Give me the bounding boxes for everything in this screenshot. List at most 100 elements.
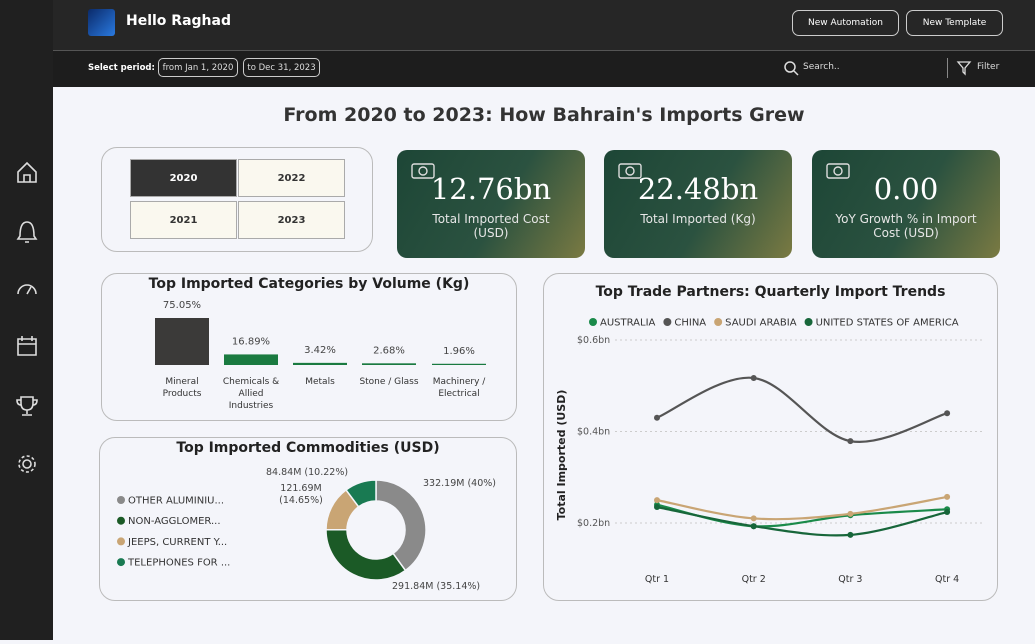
divider — [947, 58, 948, 78]
line-point — [750, 523, 757, 530]
year-button[interactable]: 2021 — [130, 201, 237, 239]
legend-marker — [663, 318, 672, 326]
button-label: New Automation — [808, 18, 883, 28]
legend-marker — [714, 318, 723, 326]
year-button[interactable]: 2020 — [130, 159, 237, 197]
kpi-label: Total Imported (Kg) — [640, 212, 756, 226]
line-point — [750, 374, 757, 381]
kpi-value: 12.76bn — [430, 172, 552, 206]
y-tick-label: $0.4bn — [577, 427, 610, 438]
period-label: Select period: — [88, 63, 155, 73]
legend-marker — [117, 558, 125, 567]
kpi-card: 0.00 YoY Growth % in Import Cost (USD) — [812, 150, 1000, 258]
y-tick-label: $0.2bn — [577, 518, 610, 529]
search-input[interactable]: Search.. — [803, 62, 840, 72]
bell-icon[interactable] — [16, 221, 38, 243]
bar — [155, 318, 209, 365]
x-tick-label: Qtr 3 — [838, 574, 862, 585]
gauge-icon[interactable] — [17, 284, 37, 295]
to-date[interactable]: to Dec 31, 2023 — [243, 58, 320, 77]
legend-label: NON-AGGLOMER... — [128, 516, 221, 527]
legend-label: TELEPHONES FOR ... — [127, 558, 230, 569]
new-template-button[interactable]: New Template — [906, 10, 1003, 36]
data-label: 84.84M (10.22%) — [266, 467, 349, 478]
pie-slice — [325, 528, 407, 581]
legend-label: SAUDI ARABIA — [725, 318, 797, 329]
filter-bar: Select period: from Jan 1, 2020 to Dec 3… — [53, 51, 1035, 87]
sidebar — [0, 0, 53, 640]
top-bar: Hello Raghad New Automation New Template — [53, 0, 1035, 51]
filter-button[interactable]: Filter — [977, 62, 1000, 72]
legend-marker — [117, 537, 125, 546]
kpi-icon — [618, 163, 642, 179]
calendar-icon[interactable] — [17, 336, 37, 356]
new-automation-button[interactable]: New Automation — [792, 10, 899, 36]
pie-panel — [99, 437, 517, 601]
x-tick-label: Qtr 1 — [645, 574, 669, 585]
category-label: Mineral Products — [162, 377, 202, 399]
legend-marker — [117, 516, 125, 525]
category-label: Machinery / Electrical — [432, 377, 486, 399]
legend-label: CHINA — [674, 318, 706, 329]
year-button[interactable]: 2023 — [238, 201, 345, 239]
pie-slice — [375, 479, 427, 572]
y-axis-label: Total Imported (USD) — [555, 390, 568, 521]
x-tick-label: Qtr 4 — [935, 574, 959, 585]
trophy-icon[interactable] — [16, 396, 38, 416]
from-date[interactable]: from Jan 1, 2020 — [158, 58, 238, 77]
data-label: 332.19M (40%) — [423, 478, 496, 489]
bar — [224, 354, 278, 365]
year-button[interactable]: 2022 — [238, 159, 345, 197]
line-series — [656, 376, 948, 443]
line-series — [656, 495, 948, 521]
kpi-value: 0.00 — [873, 172, 939, 206]
legend-label: UNITED STATES OF AMERICA — [816, 318, 959, 329]
line-point — [654, 497, 660, 504]
sidebar-icons — [16, 161, 38, 473]
legend-label: JEEPS, CURRENT Y... — [127, 537, 227, 548]
data-label: 291.84M (35.14%) — [392, 581, 481, 592]
legend-label: AUSTRALIA — [600, 318, 656, 329]
kpi-icon — [411, 163, 435, 179]
page-title: From 2020 to 2023: How Bahrain's Imports… — [283, 104, 805, 126]
line-point — [654, 503, 660, 510]
pie-slice — [345, 479, 377, 508]
kpi-value: 22.48bn — [637, 172, 759, 206]
kpi-card: 22.48bn Total Imported (Kg) — [604, 150, 792, 258]
filter-icon — [956, 61, 972, 76]
bar — [293, 362, 347, 365]
data-label: 1.96% — [443, 346, 475, 357]
line-point — [847, 510, 854, 517]
line-panel — [543, 273, 998, 601]
data-label: 75.05% — [163, 300, 201, 311]
chart-title: Top Imported Commodities (USD) — [176, 440, 440, 456]
kpi-icon — [826, 163, 850, 179]
data-label: 3.42% — [304, 345, 336, 356]
line-point — [847, 438, 854, 445]
legend-label: OTHER ALUMINIU... — [128, 496, 224, 507]
line-point — [654, 414, 660, 421]
line-point — [944, 410, 951, 417]
category-label: Metals — [305, 377, 335, 387]
category-label: Stone / Glass — [359, 377, 419, 387]
kpi-label: Total Imported Cost (USD) — [432, 212, 550, 240]
greeting: Hello Raghad — [126, 13, 231, 29]
chart-title: Top Trade Partners: Quarterly Import Tre… — [595, 284, 946, 300]
home-icon[interactable] — [17, 161, 37, 183]
data-label: 16.89% — [232, 336, 270, 347]
avatar — [88, 9, 115, 36]
line-point — [750, 515, 757, 522]
x-tick-label: Qtr 2 — [742, 574, 766, 585]
legend-marker — [804, 318, 813, 326]
line-point — [944, 493, 951, 500]
bar — [432, 363, 486, 365]
button-label: New Template — [922, 18, 987, 28]
category-label: Chemicals & Allied Industries — [222, 377, 280, 411]
kpi-card: 12.76bn Total Imported Cost (USD) — [397, 150, 585, 258]
line-series — [656, 505, 948, 537]
settings-icon[interactable] — [22, 459, 32, 469]
kpi-label: YoY Growth % in Import Cost (USD) — [835, 212, 977, 240]
search-icon — [784, 61, 799, 76]
